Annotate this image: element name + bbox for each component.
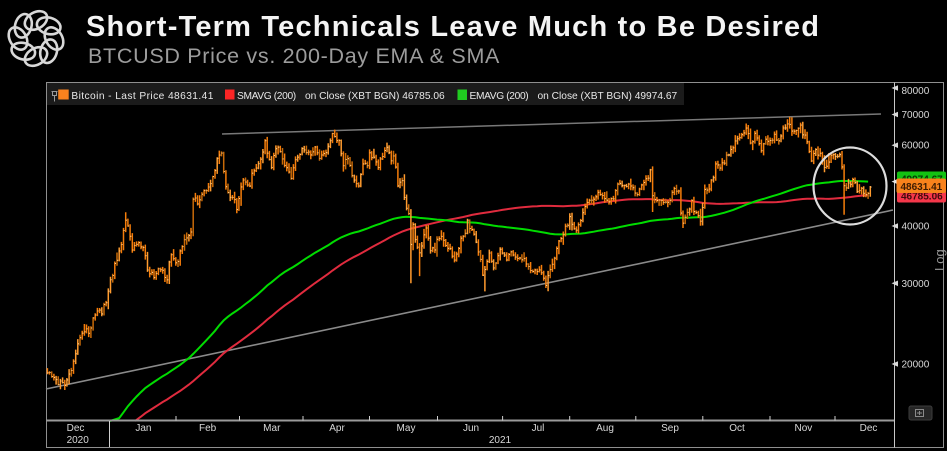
svg-text:on Close (XBT BGN) 46785.06: on Close (XBT BGN) 46785.06 bbox=[305, 91, 445, 102]
svg-text:60000: 60000 bbox=[902, 141, 930, 152]
svg-text:2020: 2020 bbox=[67, 435, 90, 446]
svg-text:May: May bbox=[397, 423, 416, 434]
svg-text:Jul: Jul bbox=[532, 423, 545, 434]
svg-text:70000: 70000 bbox=[902, 110, 930, 121]
svg-text:SMAVG (200): SMAVG (200) bbox=[237, 91, 296, 102]
svg-text:EMAVG (200): EMAVG (200) bbox=[470, 91, 529, 102]
svg-text:Apr: Apr bbox=[329, 423, 345, 434]
svg-text:Dec: Dec bbox=[67, 423, 85, 434]
svg-text:Sep: Sep bbox=[661, 423, 679, 434]
svg-text:BTCUSD Price vs. 200-Day EMA &: BTCUSD Price vs. 200-Day EMA & SMA bbox=[88, 44, 500, 68]
svg-text:2021: 2021 bbox=[489, 435, 512, 446]
svg-text:48631.41: 48631.41 bbox=[901, 182, 943, 193]
svg-text:80000: 80000 bbox=[902, 86, 930, 97]
svg-text:Log: Log bbox=[932, 249, 947, 271]
svg-text:on Close (XBT BGN) 49974.67: on Close (XBT BGN) 49974.67 bbox=[538, 91, 678, 102]
svg-text:Oct: Oct bbox=[729, 423, 745, 434]
svg-text:46785.06: 46785.06 bbox=[901, 192, 943, 203]
svg-text:Jun: Jun bbox=[463, 423, 479, 434]
svg-text:Short-Term Technicals Leave Mu: Short-Term Technicals Leave Much to Be D… bbox=[86, 11, 820, 43]
svg-text:Nov: Nov bbox=[795, 423, 813, 434]
svg-text:Jan: Jan bbox=[135, 423, 151, 434]
svg-text:20000: 20000 bbox=[902, 360, 930, 371]
svg-text:Feb: Feb bbox=[199, 423, 217, 434]
svg-text:Dec: Dec bbox=[860, 423, 878, 434]
svg-text:Bitcoin - Last Price 48631.41: Bitcoin - Last Price 48631.41 bbox=[71, 91, 213, 102]
svg-text:Mar: Mar bbox=[263, 423, 281, 434]
svg-text:Aug: Aug bbox=[596, 423, 614, 434]
svg-text:40000: 40000 bbox=[902, 222, 930, 233]
svg-text:30000: 30000 bbox=[902, 279, 930, 290]
